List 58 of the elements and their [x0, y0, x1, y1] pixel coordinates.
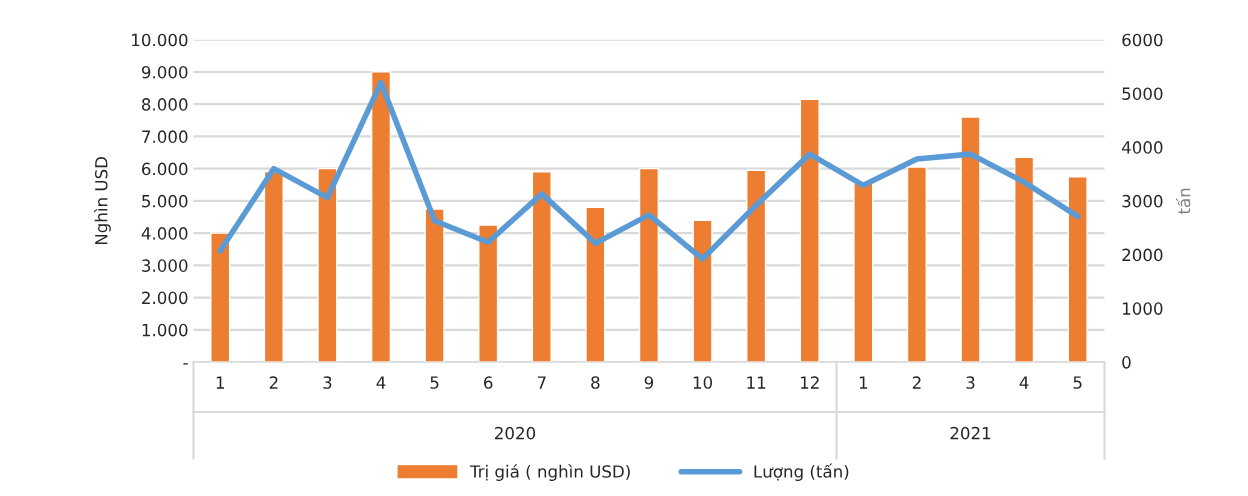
y2-tick-label: 0 [1122, 356, 1131, 369]
bar [746, 169, 767, 363]
bar [317, 167, 338, 363]
bar [1014, 156, 1035, 363]
y-tick-label: 2.000 [142, 291, 188, 305]
bar [370, 71, 392, 363]
y2-tick-label: 2000 [1122, 248, 1163, 262]
x-tick-label: 1 [216, 376, 224, 389]
x-tick-label: 9 [644, 376, 654, 389]
x-tick-label: 5 [430, 376, 439, 389]
x-tick-label: 3 [966, 376, 975, 389]
y-tick-label: 5.000 [142, 194, 188, 208]
bar [692, 219, 713, 363]
y2-tick-label: 6000 [1122, 33, 1163, 47]
bar [585, 206, 606, 363]
bar [210, 232, 231, 363]
x-tick-label: 3 [323, 376, 332, 389]
y-tick-label: 8.000 [142, 98, 188, 111]
bar [853, 182, 874, 363]
y2-tick-label: 5000 [1122, 87, 1163, 100]
bar [478, 224, 499, 363]
y2-axis-title: tấn [1176, 188, 1191, 215]
bar [906, 166, 927, 363]
x-tick-label: 6 [484, 376, 493, 389]
bar [960, 116, 981, 363]
y-tick-label: 7.000 [142, 130, 188, 143]
x-tick-label: 12 [800, 376, 819, 389]
y-tick-label: 4.000 [141, 227, 188, 240]
x-tick-label: 7 [537, 376, 546, 389]
y-tick-label: 1.000 [142, 323, 188, 337]
x-tick-label: 4 [376, 376, 386, 389]
x-tick-label: 2 [912, 376, 921, 389]
y-tick-label: 9.000 [141, 65, 188, 79]
y2-tick-label: 1000 [1122, 302, 1163, 315]
y2-tick-label: 3000 [1122, 194, 1163, 208]
y-tick-label: 3.000 [142, 259, 188, 272]
y-tick-label: - [183, 363, 188, 365]
x-tick-label: 1 [859, 376, 868, 389]
y2-tick-label: 4000 [1121, 141, 1163, 154]
bar [638, 167, 660, 363]
x-tick-label: 11 [747, 376, 766, 389]
text: 2020 [495, 426, 536, 440]
y-axis-title: Nghìn USD [94, 157, 111, 245]
x-tick-label: 4 [1019, 376, 1029, 389]
bar [799, 98, 820, 363]
bar [1067, 176, 1088, 363]
x-tick-label: 8 [591, 376, 600, 389]
y-tick-label: 10.000 [132, 33, 188, 47]
y-tick-label: 6.000 [142, 162, 188, 176]
x-tick-label: 2 [269, 376, 278, 389]
x-tick-label: 5 [1073, 376, 1082, 389]
bar [263, 171, 284, 363]
bar [531, 171, 552, 363]
bar [424, 208, 445, 363]
legend-label: Trị giá ( nghìn USD) [469, 464, 630, 481]
legend-label: Lượng (tấn) [754, 463, 849, 481]
x-tick-label: 10 [693, 376, 713, 389]
text: 2021 [950, 426, 991, 440]
